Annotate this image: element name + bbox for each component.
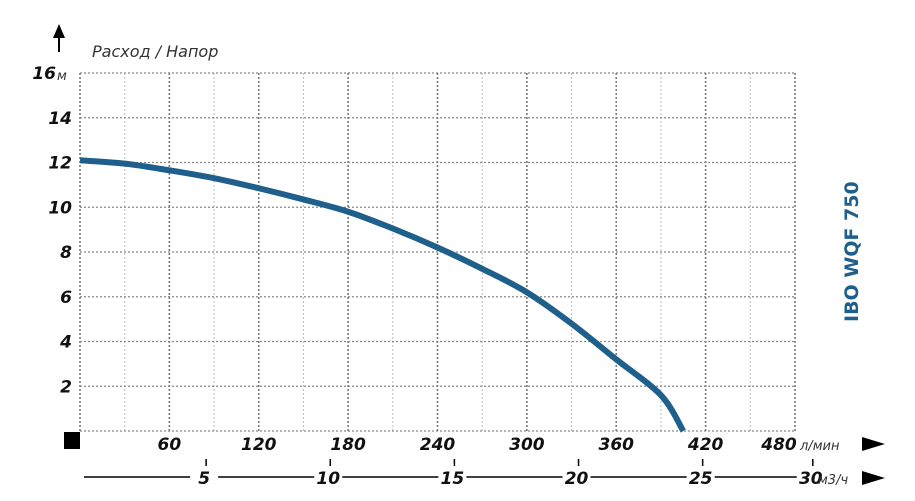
x-tick-label: 180 [330,435,366,455]
x-tick-label: 360 [599,435,635,455]
x-tick-label: 480 [760,435,797,455]
y-tick-label: 2 [60,377,72,397]
x2-tick-label: 15 [441,469,465,489]
x2-tick-label: 30 [799,469,823,489]
y-unit-label: м [57,69,67,84]
y-tick-label: 16 [32,64,56,84]
x-tick-label: 300 [509,435,545,455]
x-tick-label: 120 [241,435,277,455]
x2-tick-label: 20 [565,469,589,489]
x-axis-arrow-icon [862,437,885,451]
x-tick-label: 60 [158,435,182,455]
x-tick-label: 240 [420,435,456,455]
chart-title: Расход / Напор [92,42,218,61]
y-tick-label: 10 [48,198,72,218]
x-unit-label: л/мин [799,439,840,454]
y-tick-label: 6 [60,288,72,308]
x2-axis-arrow-icon [862,471,885,485]
model-label: IBO WQF 750 [841,181,863,322]
x2-tick-label: 25 [689,469,713,489]
y-axis-arrow-icon [53,24,65,38]
origin-marker [64,432,80,449]
x2-unit-label: м3/ч [818,473,848,488]
pump-curve-line [79,157,686,433]
x2-tick-label: 10 [316,469,340,489]
x2-tick-label: 5 [198,469,210,489]
y-tick-label: 12 [48,154,72,174]
y-tick-label: 4 [59,333,72,353]
y-tick-label: 14 [48,109,72,129]
x-tick-label: 420 [687,435,724,455]
y-tick-label: 8 [60,243,72,263]
